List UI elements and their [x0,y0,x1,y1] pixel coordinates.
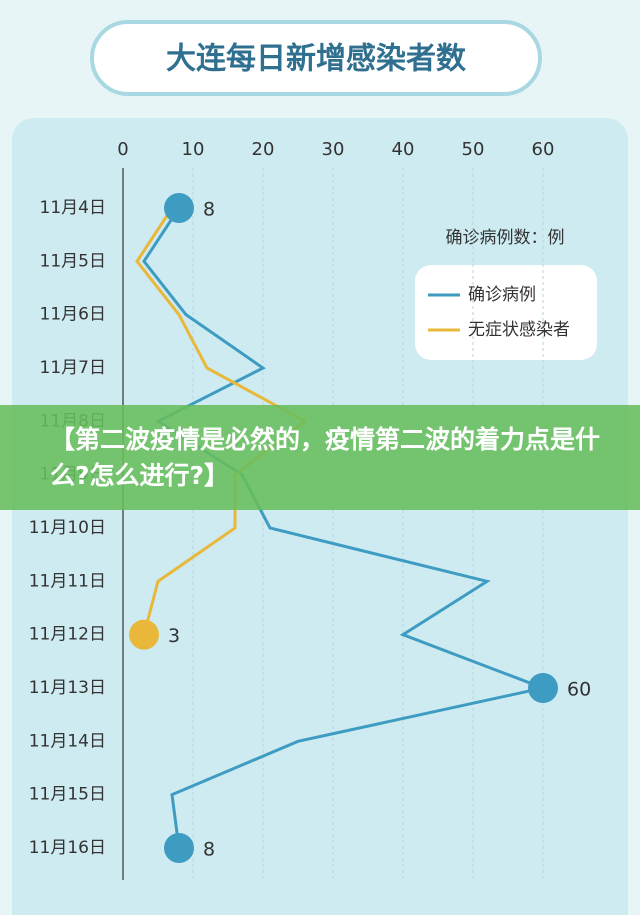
y-tick-label: 11月6日 [40,305,106,325]
legend-box [415,265,597,360]
chart-title: 大连每日新增感染者数 [166,42,467,77]
point [164,193,194,223]
point [528,673,558,703]
y-tick-label: 11月5日 [40,251,106,271]
data-label: 60 [567,679,591,701]
y-tick-label: 11月7日 [40,358,106,378]
point [164,833,194,863]
data-label: 8 [203,839,215,861]
legend-label: 确诊病例 [468,285,536,305]
point [129,619,159,650]
legend-label: 无症状感染者 [468,320,570,340]
x-tick-label: 10 [182,139,205,160]
banner: 【第二波疫情是必然的，疫情第二波的着力点是什么?怎么进行?】 [0,405,640,510]
x-tick-label: 40 [392,139,415,160]
y-tick-label: 11月14日 [29,731,106,751]
data-label: 3 [168,625,180,647]
y-tick-label: 11月16日 [29,838,106,858]
x-tick-label: 50 [462,139,485,160]
y-tick-label: 11月15日 [29,785,106,805]
y-tick-label: 11月13日 [29,678,106,698]
x-tick-label: 0 [117,139,128,160]
unit-label: 确诊病例数：例 [446,228,565,248]
x-tick-label: 30 [322,139,345,160]
y-tick-label: 11月10日 [29,518,106,538]
y-tick-label: 11月4日 [40,198,106,218]
data-label: 8 [203,199,215,221]
x-tick-label: 60 [532,139,555,160]
y-tick-label: 11月11日 [29,571,106,591]
title-pill [90,20,542,96]
series-line [142,207,549,849]
x-tick-label: 20 [252,139,275,160]
y-tick-label: 11月12日 [29,625,106,645]
